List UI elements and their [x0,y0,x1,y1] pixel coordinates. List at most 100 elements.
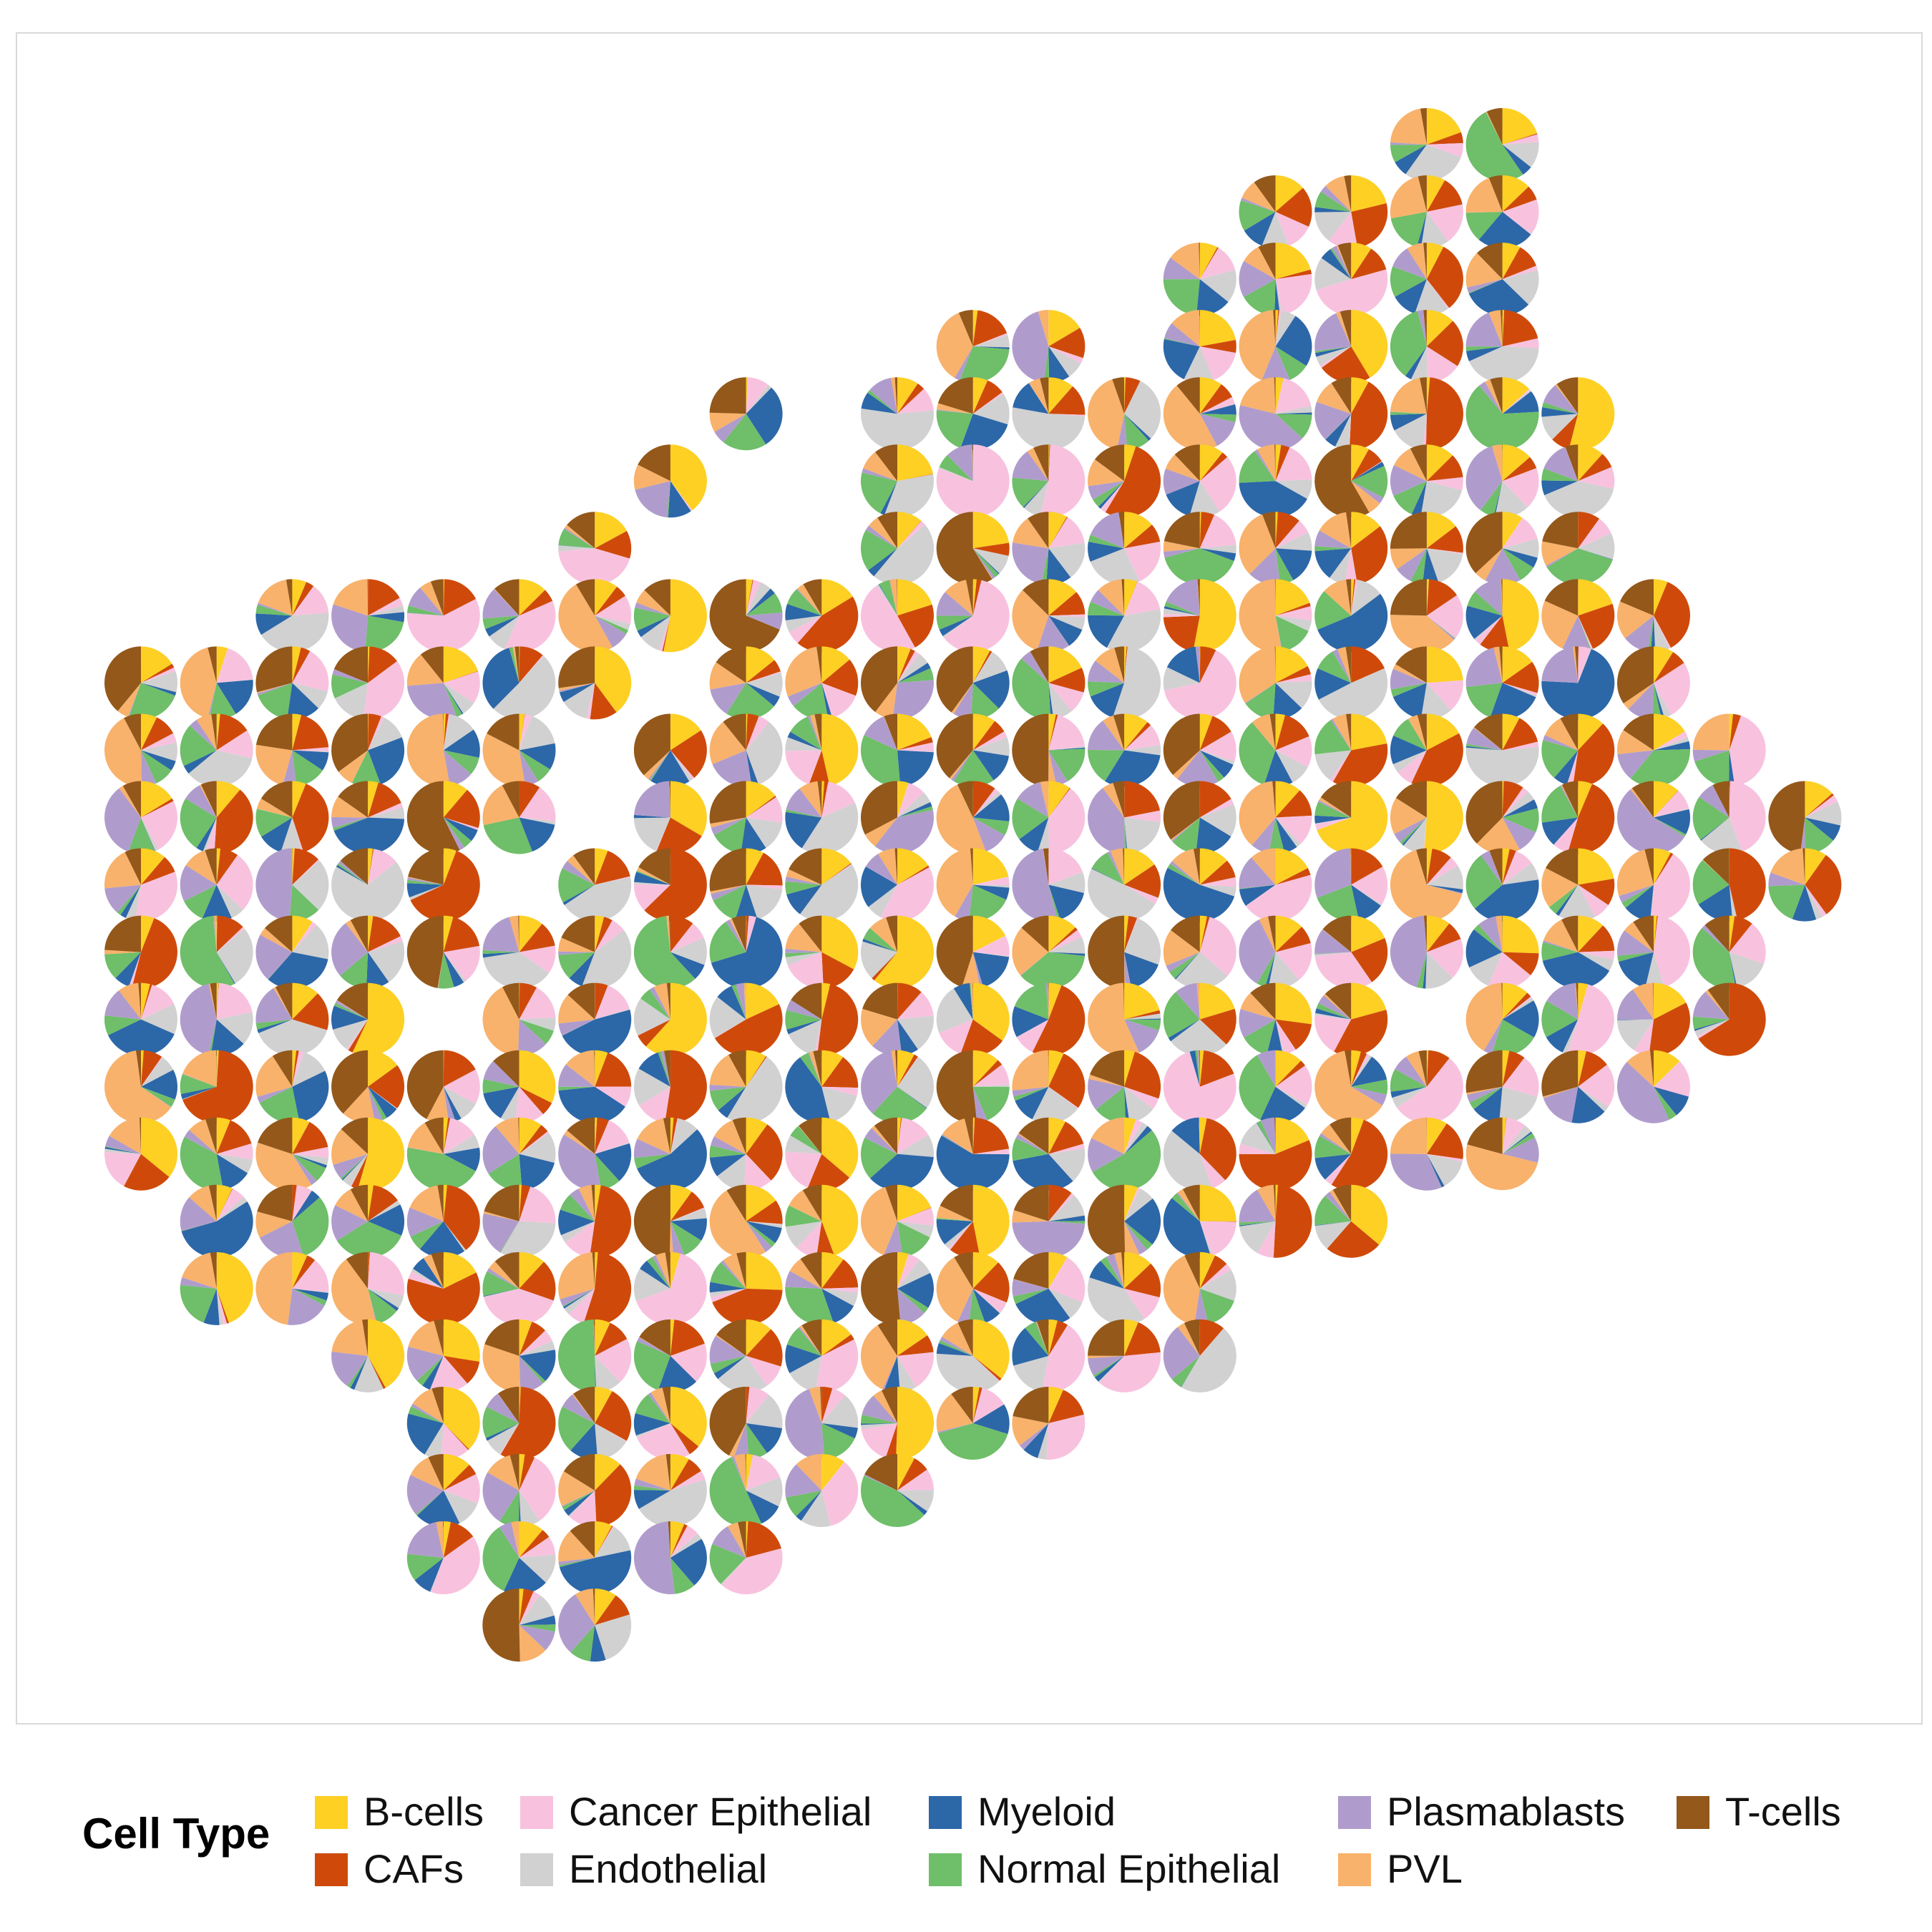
pie-slice [880,867,934,922]
pie-spot [1390,848,1463,922]
pie-slice [1124,884,1158,904]
pie-slice [972,333,1008,347]
pie-slice [1199,444,1223,482]
pie-slice [519,1340,555,1356]
pie-slice [1324,414,1352,440]
pie-slice [431,1536,480,1595]
pie-slice [723,414,766,451]
pie-slice [972,579,977,616]
pie-slice [1163,512,1200,549]
pie-slice [1199,414,1236,447]
pie-slice [1654,791,1689,818]
pie-slice [936,1135,1010,1191]
pie-slice [119,786,141,818]
pie-slice [1275,815,1312,844]
pie-spot [785,1252,859,1325]
pie-slice [258,1019,328,1056]
pie-slice [104,990,141,1020]
pie-slice [1351,867,1388,904]
pie-slice [1124,725,1161,751]
pie-slice [670,937,707,965]
pie-slice [1556,884,1579,916]
pie-slice [1239,200,1276,231]
pie-slice [1252,714,1276,751]
pie-slice [216,927,245,952]
pie-slice [1317,651,1352,683]
pie-slice [1165,454,1200,482]
pie-slice [108,1019,175,1056]
pie-slice [1048,1257,1085,1303]
pie-slice [1275,868,1311,885]
spatial-pie-plot [104,108,1842,1662]
pie-slice [1320,781,1352,818]
pie-slice [670,444,707,510]
pie-slice [119,982,141,1020]
pie-spot [1390,713,1463,787]
pie-slice [519,1086,552,1115]
pie-slice [1316,1002,1352,1020]
pie-slice [1426,1117,1447,1154]
pie-slice [897,1288,924,1325]
pie-slice [1275,817,1297,853]
pie-slice [721,1548,783,1595]
pie-slice [731,1455,746,1491]
pie-slice [874,1117,897,1154]
pie-slice [1012,451,1049,482]
pie-spot [180,915,253,989]
pie-slice [292,1019,328,1031]
pie-slice [633,1490,670,1509]
pie-slice [1654,790,1679,818]
pie-slice [1095,444,1125,482]
pie-slice [216,1288,229,1324]
pie-slice [1087,1184,1126,1258]
pie-slice [1314,530,1352,549]
pie-slice [562,1019,595,1036]
pie-slice [1729,848,1766,921]
pie-slice [1390,414,1427,431]
pie-slice [1476,817,1520,854]
pie-slice [1390,1086,1427,1098]
pie-slice [1351,203,1388,248]
pie-slice [1274,1117,1276,1154]
pie-slice [789,615,822,643]
pie-spot [180,1117,253,1191]
pie-slice [1423,952,1427,989]
pie-spot [936,848,1010,922]
pie-slice [443,1118,451,1154]
pie-spot [1239,310,1312,384]
pie-slice [488,1153,522,1191]
pie-slice [494,579,519,616]
pie-slice [519,750,539,786]
pie-slice [709,848,746,892]
pie-spot [1541,848,1615,922]
pie-slice [670,1118,698,1154]
pie-slice [141,646,172,683]
pie-slice [292,1255,316,1289]
pie-slice [785,737,822,751]
pie-slice [1048,377,1073,414]
pie-slice [519,1262,556,1301]
pie-slice [1543,1086,1579,1098]
pie-slice [1351,243,1372,280]
pie-slice [1038,1423,1049,1460]
pie-slice [1196,817,1231,854]
pie-slice [1275,982,1312,1025]
pie-slice [1314,1050,1382,1123]
pie-slice [1426,132,1463,145]
pie-slice [972,721,1005,751]
pie-slice [1319,797,1352,818]
pie-slice [1426,923,1461,952]
pie-slice [653,982,670,1020]
pie-slice [502,982,519,1020]
pie-spot [1012,377,1085,451]
pie-slice [567,982,595,1020]
pie-slice [1017,1019,1049,1053]
pie-slice [1124,952,1126,989]
pie-spot [406,1184,480,1258]
pie-slice [216,679,253,683]
pie-slice [746,582,771,616]
pie-slice [1351,848,1383,885]
pie-slice [1426,1123,1463,1159]
pie-slice [519,787,556,821]
pie-slice [1199,545,1236,554]
